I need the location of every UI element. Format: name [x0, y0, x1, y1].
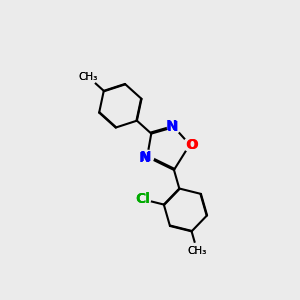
Circle shape	[134, 191, 151, 208]
Circle shape	[167, 121, 181, 134]
Text: Cl: Cl	[135, 192, 150, 206]
Text: O: O	[185, 138, 197, 152]
Circle shape	[183, 138, 196, 151]
Circle shape	[189, 243, 206, 260]
Text: O: O	[186, 138, 198, 152]
Circle shape	[141, 150, 154, 164]
Text: N: N	[140, 150, 152, 164]
Text: Cl: Cl	[135, 192, 150, 206]
Text: CH₃: CH₃	[188, 246, 207, 256]
Text: CH₃: CH₃	[188, 246, 207, 256]
Text: CH₃: CH₃	[79, 72, 98, 82]
Text: CH₃: CH₃	[79, 72, 98, 82]
Text: N: N	[139, 152, 151, 165]
Text: N: N	[167, 120, 178, 134]
Text: N: N	[166, 118, 177, 133]
Circle shape	[80, 69, 97, 85]
